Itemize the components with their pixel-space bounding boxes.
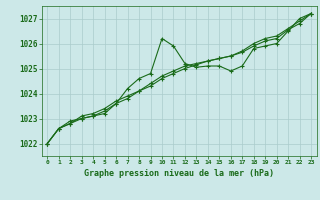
X-axis label: Graphe pression niveau de la mer (hPa): Graphe pression niveau de la mer (hPa) (84, 169, 274, 178)
